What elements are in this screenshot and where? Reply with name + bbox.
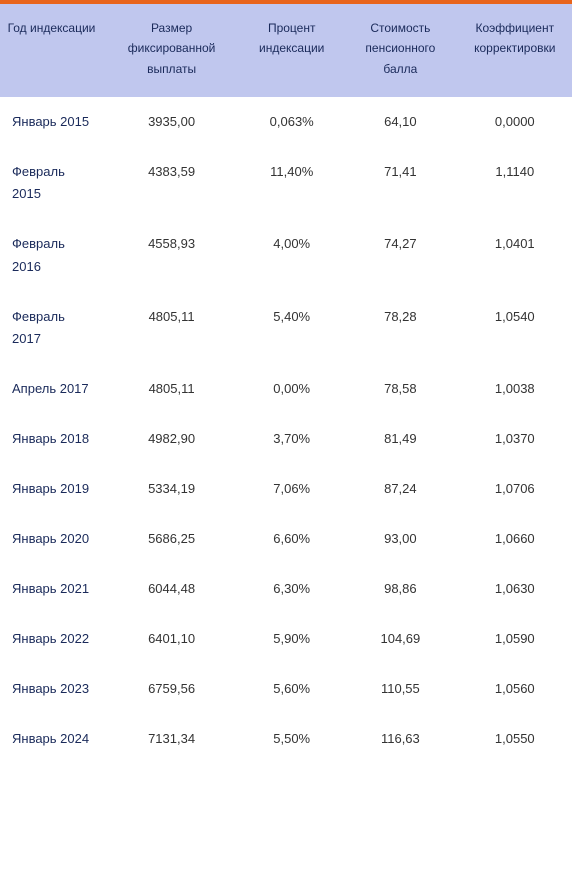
cell-period: Январь 2021 bbox=[0, 564, 103, 614]
cell-fixed: 5686,25 bbox=[103, 514, 240, 564]
cell-pct: 0,00% bbox=[240, 364, 343, 414]
table-row: Февраль 20154383,5911,40%71,411,1140 bbox=[0, 147, 572, 219]
cell-coef: 1,0590 bbox=[458, 614, 572, 664]
cell-coef: 1,0540 bbox=[458, 292, 572, 364]
cell-pct: 7,06% bbox=[240, 464, 343, 514]
cell-pct: 11,40% bbox=[240, 147, 343, 219]
cell-period: Февраль 2015 bbox=[0, 147, 103, 219]
table-row: Январь 20195334,197,06%87,241,0706 bbox=[0, 464, 572, 514]
cell-period: Январь 2019 bbox=[0, 464, 103, 514]
header-row: Год индексации Размер фиксированной выпл… bbox=[0, 4, 572, 97]
cell-period: Апрель 2017 bbox=[0, 364, 103, 414]
cell-coef: 0,0000 bbox=[458, 97, 572, 147]
cell-period: Январь 2023 bbox=[0, 664, 103, 714]
cell-pct: 6,60% bbox=[240, 514, 343, 564]
table-row: Январь 20153935,000,063%64,100,0000 bbox=[0, 97, 572, 147]
col-header-cost: Стоимость пенсионного балла bbox=[343, 4, 457, 97]
table-row: Январь 20216044,486,30%98,861,0630 bbox=[0, 564, 572, 614]
cell-cost: 110,55 bbox=[343, 664, 457, 714]
cell-fixed: 7131,34 bbox=[103, 714, 240, 764]
cell-pct: 5,50% bbox=[240, 714, 343, 764]
table-body: Январь 20153935,000,063%64,100,0000Февра… bbox=[0, 97, 572, 764]
cell-cost: 74,27 bbox=[343, 219, 457, 291]
cell-fixed: 4982,90 bbox=[103, 414, 240, 464]
cell-cost: 93,00 bbox=[343, 514, 457, 564]
cell-coef: 1,0038 bbox=[458, 364, 572, 414]
cell-fixed: 4805,11 bbox=[103, 292, 240, 364]
col-header-fixed: Размер фиксированной выплаты bbox=[103, 4, 240, 97]
cell-coef: 1,0660 bbox=[458, 514, 572, 564]
table-row: Январь 20247131,345,50%116,631,0550 bbox=[0, 714, 572, 764]
cell-coef: 1,0370 bbox=[458, 414, 572, 464]
cell-cost: 81,49 bbox=[343, 414, 457, 464]
cell-cost: 71,41 bbox=[343, 147, 457, 219]
col-header-pct: Процент индексации bbox=[240, 4, 343, 97]
table-row: Январь 20236759,565,60%110,551,0560 bbox=[0, 664, 572, 714]
cell-cost: 78,28 bbox=[343, 292, 457, 364]
col-header-period: Год индексации bbox=[0, 4, 103, 97]
cell-pct: 5,40% bbox=[240, 292, 343, 364]
cell-coef: 1,0550 bbox=[458, 714, 572, 764]
cell-coef: 1,0401 bbox=[458, 219, 572, 291]
cell-fixed: 4558,93 bbox=[103, 219, 240, 291]
cell-pct: 4,00% bbox=[240, 219, 343, 291]
table-row: Февраль 20174805,115,40%78,281,0540 bbox=[0, 292, 572, 364]
table-row: Январь 20184982,903,70%81,491,0370 bbox=[0, 414, 572, 464]
cell-period: Февраль 2016 bbox=[0, 219, 103, 291]
cell-fixed: 6401,10 bbox=[103, 614, 240, 664]
cell-fixed: 3935,00 bbox=[103, 97, 240, 147]
col-header-coef: Коэффициент корректировки bbox=[458, 4, 572, 97]
cell-coef: 1,0630 bbox=[458, 564, 572, 614]
cell-pct: 0,063% bbox=[240, 97, 343, 147]
cell-pct: 5,90% bbox=[240, 614, 343, 664]
cell-cost: 78,58 bbox=[343, 364, 457, 414]
cell-coef: 1,1140 bbox=[458, 147, 572, 219]
cell-fixed: 4383,59 bbox=[103, 147, 240, 219]
table-row: Февраль 20164558,934,00%74,271,0401 bbox=[0, 219, 572, 291]
cell-pct: 3,70% bbox=[240, 414, 343, 464]
cell-period: Январь 2015 bbox=[0, 97, 103, 147]
cell-period: Январь 2024 bbox=[0, 714, 103, 764]
cell-pct: 6,30% bbox=[240, 564, 343, 614]
cell-fixed: 6759,56 bbox=[103, 664, 240, 714]
cell-cost: 104,69 bbox=[343, 614, 457, 664]
cell-period: Январь 2020 bbox=[0, 514, 103, 564]
table-row: Апрель 20174805,110,00%78,581,0038 bbox=[0, 364, 572, 414]
cell-fixed: 5334,19 bbox=[103, 464, 240, 514]
table-row: Январь 20226401,105,90%104,691,0590 bbox=[0, 614, 572, 664]
cell-period: Февраль 2017 bbox=[0, 292, 103, 364]
indexation-table: Год индексации Размер фиксированной выпл… bbox=[0, 4, 572, 765]
cell-period: Январь 2022 bbox=[0, 614, 103, 664]
cell-fixed: 4805,11 bbox=[103, 364, 240, 414]
cell-period: Январь 2018 bbox=[0, 414, 103, 464]
cell-cost: 64,10 bbox=[343, 97, 457, 147]
cell-pct: 5,60% bbox=[240, 664, 343, 714]
cell-cost: 116,63 bbox=[343, 714, 457, 764]
cell-coef: 1,0560 bbox=[458, 664, 572, 714]
cell-cost: 87,24 bbox=[343, 464, 457, 514]
cell-cost: 98,86 bbox=[343, 564, 457, 614]
table-row: Январь 20205686,256,60%93,001,0660 bbox=[0, 514, 572, 564]
cell-coef: 1,0706 bbox=[458, 464, 572, 514]
cell-fixed: 6044,48 bbox=[103, 564, 240, 614]
